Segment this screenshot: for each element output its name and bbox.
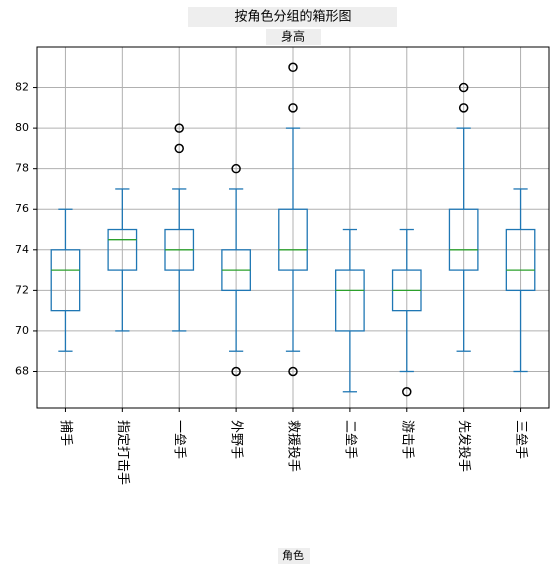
x-tick-label: 指定打击手 xyxy=(115,420,130,485)
x-tick-label: 先发投手 xyxy=(456,420,472,472)
box xyxy=(50,249,81,312)
y-tick-label: 68 xyxy=(15,364,29,377)
box xyxy=(107,228,138,271)
x-tick-label: 救援投手 xyxy=(286,420,302,472)
flier xyxy=(174,143,184,154)
flier xyxy=(402,387,412,397)
box xyxy=(278,208,308,271)
x-tick-label: 外野手 xyxy=(229,420,244,459)
flier xyxy=(288,62,298,73)
x-tick-label: 捕手 xyxy=(58,420,74,446)
y-tick-label: 76 xyxy=(15,202,29,215)
flier xyxy=(458,82,469,93)
y-tick-label: 74 xyxy=(15,243,29,256)
box xyxy=(335,269,365,332)
flier xyxy=(231,366,241,377)
x-label-bg xyxy=(278,548,310,564)
x-tick-label: 三垒手 xyxy=(513,420,528,459)
x-axis-label: 角色 xyxy=(282,548,304,562)
y-tick-label: 82 xyxy=(15,81,29,94)
subtitle-bg xyxy=(266,29,321,45)
flier xyxy=(288,103,298,113)
chart-subtitle: 身高 xyxy=(281,29,305,44)
y-tick-label: 78 xyxy=(15,162,29,175)
chart-title: 按角色分组的箱形图 xyxy=(234,9,351,25)
box xyxy=(505,228,536,292)
flier xyxy=(458,103,469,113)
x-tick-label: 一垒手 xyxy=(172,420,187,459)
box xyxy=(448,208,479,271)
plot-frame xyxy=(36,46,550,409)
y-tick-label: 70 xyxy=(15,324,29,337)
x-tick-label: 二垒手 xyxy=(342,420,357,459)
flier xyxy=(174,123,184,133)
y-tick-label: 72 xyxy=(15,283,29,296)
flier xyxy=(288,366,298,377)
flier xyxy=(231,163,241,174)
x-tick-label: 游击手 xyxy=(399,420,414,459)
title-bg xyxy=(188,7,397,27)
y-tick-label: 80 xyxy=(15,121,29,134)
